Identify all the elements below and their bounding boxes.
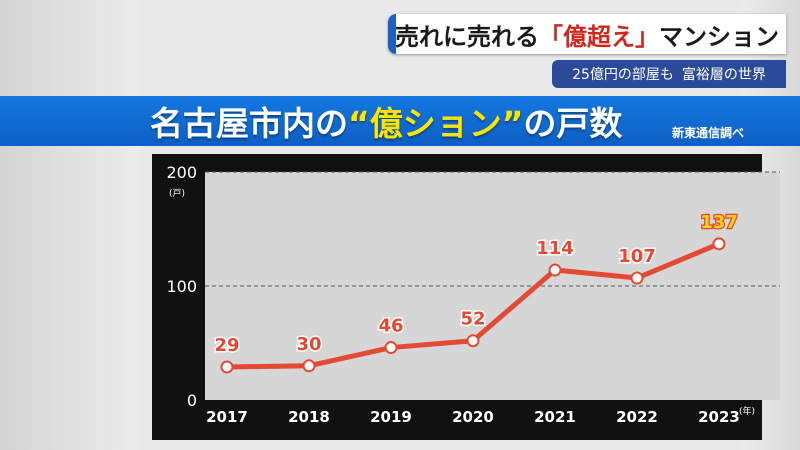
x-tick-label: 2022 <box>616 408 658 426</box>
data-label: 137 <box>700 212 738 233</box>
y-tick-label: 0 <box>187 391 197 410</box>
data-label: 107 <box>618 246 656 267</box>
x-tick-label: 2018 <box>288 408 330 426</box>
chart-title-part2: “億ション” <box>348 104 524 143</box>
y-axis-unit: (戸) <box>169 188 185 199</box>
caption-subline-part2: 富裕層の世界 <box>681 67 766 83</box>
chart-title-part3: の戸数 <box>523 104 623 143</box>
x-tick-label: 2021 <box>534 408 576 426</box>
data-label: 114 <box>536 238 574 259</box>
source-note: 新東通信調べ <box>672 126 745 140</box>
data-label: 29 <box>214 335 239 356</box>
x-tick-label: 2019 <box>370 408 412 426</box>
x-tick-label: 2020 <box>452 408 494 426</box>
data-point <box>630 271 644 285</box>
background-left <box>0 0 140 450</box>
caption-headline-part3: マンション <box>659 22 779 51</box>
data-point <box>712 237 726 251</box>
data-point <box>548 263 562 277</box>
data-point <box>220 360 234 374</box>
data-label: 52 <box>460 309 485 330</box>
data-point <box>302 359 316 373</box>
x-tick-label: 2017 <box>206 408 248 426</box>
data-point <box>466 334 480 348</box>
data-label: 30 <box>296 334 321 355</box>
caption-headline: 売れに売れる 「億超え」 マンション <box>388 14 786 54</box>
chart-title: 名古屋市内の “億ション” の戸数 <box>150 96 622 146</box>
y-tick-label: 100 <box>166 277 197 296</box>
caption-headline-part2: 「億超え」 <box>539 22 659 51</box>
data-point <box>384 341 398 355</box>
x-axis-unit: (年) <box>739 405 755 417</box>
caption-headline-part1: 売れに売れる <box>395 22 539 51</box>
title-banner <box>0 96 800 146</box>
caption-subline: 25億円の部屋も 富裕層の世界 <box>552 60 786 88</box>
chart-title-part1: 名古屋市内の <box>150 104 348 143</box>
caption-subline-part1: 25億円の部屋も <box>572 67 674 83</box>
data-label: 46 <box>378 316 403 337</box>
y-tick-label: 200 <box>166 163 197 182</box>
x-tick-label: 2023 <box>698 408 740 426</box>
